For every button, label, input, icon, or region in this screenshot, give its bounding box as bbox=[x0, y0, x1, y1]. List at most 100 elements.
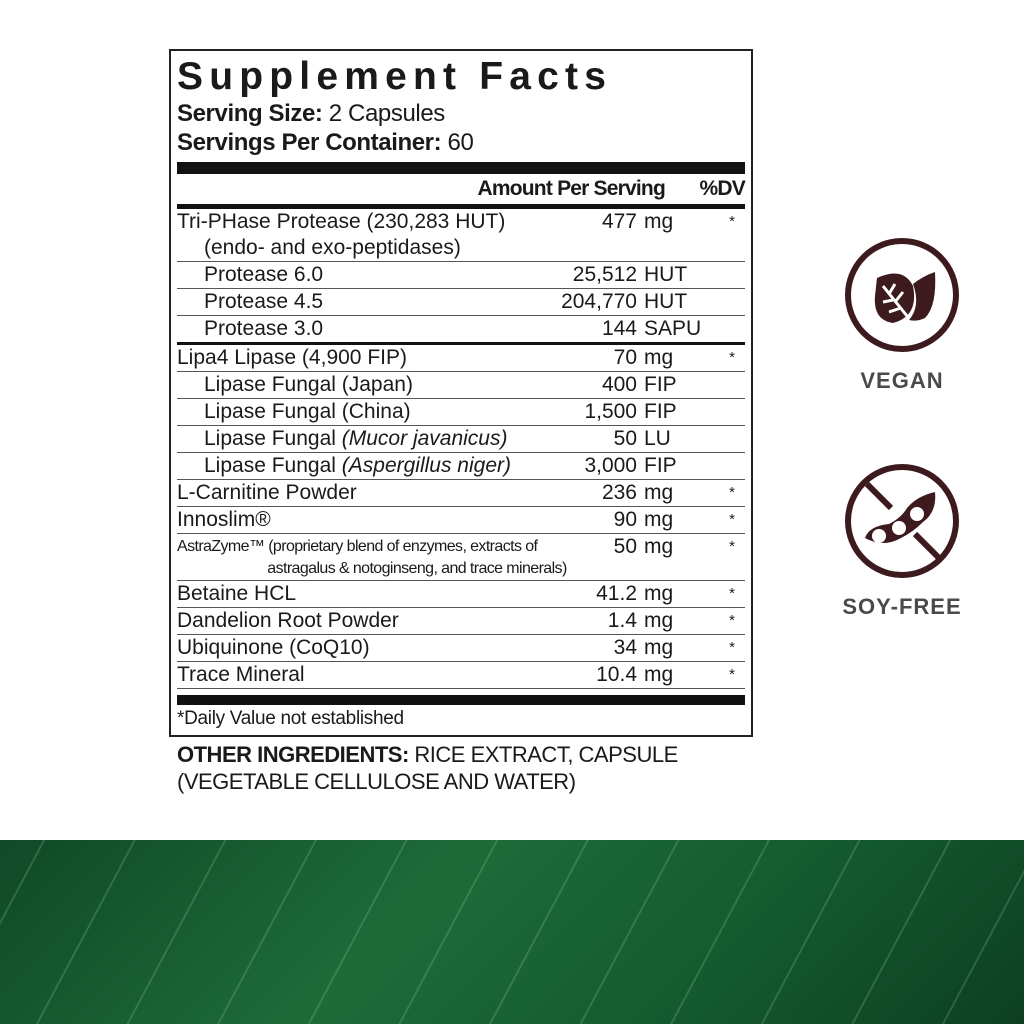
ingredient-row: Protease 4.5 204,770 HUT bbox=[177, 289, 745, 316]
ingredient-row: Lipase Fungal (Mucor javanicus) 50 LU bbox=[177, 426, 745, 453]
amount-unit: mg bbox=[644, 481, 674, 504]
amount-value: 70 bbox=[613, 346, 637, 369]
label-column: Supplement Facts Serving Size: 2 Capsule… bbox=[169, 49, 753, 795]
servings-per-container: Servings Per Container: 60 bbox=[177, 128, 745, 157]
ingredient-name-text: Dandelion Root Powder bbox=[177, 609, 399, 632]
daily-value: * bbox=[729, 538, 735, 555]
ingredient-name-text: Tri-PHase Protease (230,283 HUT) bbox=[177, 210, 506, 233]
ingredient-name: Betaine HCL bbox=[177, 581, 517, 607]
amount-value: 50 bbox=[613, 535, 637, 558]
leaf-texture-band bbox=[0, 840, 1024, 1024]
ingredient-name: Protease 4.5 bbox=[177, 289, 517, 315]
leaf-icon bbox=[845, 238, 959, 352]
badge-label: SOY-FREE bbox=[842, 594, 962, 619]
ingredient-name: Protease 6.0 bbox=[177, 262, 517, 288]
ingredient-row: Lipase Fungal (China) 1,500 FIP bbox=[177, 399, 745, 426]
ingredient-row: Betaine HCL 41.2 mg * bbox=[177, 581, 745, 608]
amount-value: 34 bbox=[613, 636, 637, 659]
divider-medium bbox=[177, 204, 745, 209]
badge-vegan: VEGAN bbox=[832, 236, 972, 394]
ingredient-row: L-Carnitine Powder 236 mg * bbox=[177, 480, 745, 507]
ingredient-name: Lipase Fungal (China) bbox=[177, 399, 517, 425]
amount-unit: mg bbox=[644, 346, 674, 369]
ingredient-name-text: Protease 6.0 bbox=[204, 263, 324, 286]
header-dv: %DV bbox=[699, 177, 746, 200]
amount-unit: HUT bbox=[644, 263, 688, 286]
amount-value: 477 bbox=[601, 210, 637, 233]
ingredient-rows: Tri-PHase Protease (230,283 HUT) (endo- a… bbox=[177, 209, 745, 689]
daily-value: * bbox=[729, 213, 735, 230]
footnote: *Daily Value not established bbox=[177, 708, 404, 729]
amount-value: 50 bbox=[613, 427, 637, 450]
badge-label: VEGAN bbox=[860, 368, 944, 393]
amount-unit: FIP bbox=[644, 373, 677, 396]
amount-unit: mg bbox=[644, 508, 674, 531]
supplement-facts-panel: Supplement Facts Serving Size: 2 Capsule… bbox=[169, 49, 753, 737]
daily-value: * bbox=[729, 585, 735, 602]
other-ingredients-label: OTHER INGREDIENTS: bbox=[177, 742, 409, 767]
amount-unit: mg bbox=[644, 535, 674, 558]
amount-value: 3,000 bbox=[584, 454, 637, 477]
ingredient-row: Protease 6.0 25,512 HUT bbox=[177, 262, 745, 289]
divider-thick bbox=[177, 162, 745, 174]
ingredient-name-text: Trace Mineral bbox=[177, 663, 305, 686]
ingredient-name: Innoslim® bbox=[177, 507, 517, 533]
ingredient-name-text: Lipase Fungal (China) bbox=[204, 400, 411, 423]
ingredient-subtext: (endo- and exo-peptidases) bbox=[204, 236, 461, 259]
serving-size-label: Serving Size: bbox=[177, 100, 323, 127]
ingredient-row: Innoslim® 90 mg * bbox=[177, 507, 745, 534]
ingredient-name-text: Innoslim® bbox=[177, 508, 271, 531]
ingredient-name-text: Lipase Fungal bbox=[204, 454, 342, 477]
amount-unit: FIP bbox=[644, 454, 677, 477]
ingredient-subtext: astragalus & notoginseng, and trace mine… bbox=[267, 560, 567, 577]
amount-value: 236 bbox=[601, 481, 637, 504]
ingredient-name: Tri-PHase Protease (230,283 HUT) (endo- a… bbox=[177, 209, 577, 261]
daily-value: * bbox=[729, 484, 735, 501]
amount-value: 10.4 bbox=[596, 663, 637, 686]
amount-unit: mg bbox=[644, 663, 674, 686]
ingredient-name: Lipase Fungal (Aspergillus niger) bbox=[177, 453, 517, 479]
amount-unit: HUT bbox=[644, 290, 688, 313]
daily-value: * bbox=[729, 639, 735, 656]
amount-value: 1,500 bbox=[584, 400, 637, 423]
panel-title: Supplement Facts bbox=[177, 55, 613, 98]
ingredient-name: Lipase Fungal (Japan) bbox=[177, 372, 517, 398]
ingredient-name-text: Ubiquinone (CoQ10) bbox=[177, 636, 370, 659]
ingredient-row: AstraZyme™ (proprietary blend of enzymes… bbox=[177, 534, 745, 581]
ingredient-row: Lipa4 Lipase (4,900 FIP) 70 mg * bbox=[177, 345, 745, 372]
amount-value: 41.2 bbox=[596, 582, 637, 605]
ingredient-name: Protease 3.0 bbox=[177, 316, 517, 342]
amount-unit: FIP bbox=[644, 400, 677, 423]
ingredient-species: (Aspergillus niger) bbox=[341, 454, 511, 477]
ingredient-row: Tri-PHase Protease (230,283 HUT) (endo- a… bbox=[177, 209, 745, 262]
ingredient-name: Dandelion Root Powder bbox=[177, 608, 517, 634]
servings-value: 60 bbox=[447, 129, 474, 156]
other-ingredients-text: RICE EXTRACT, CAPSULE (VEGETABLE CELLULO… bbox=[177, 742, 678, 794]
ingredient-name-text: Lipase Fungal (Japan) bbox=[204, 373, 413, 396]
ingredient-name: Trace Mineral bbox=[177, 662, 517, 688]
ingredient-name: Lipa4 Lipase (4,900 FIP) bbox=[177, 345, 517, 371]
servings-label: Servings Per Container: bbox=[177, 129, 442, 156]
ingredient-row: Ubiquinone (CoQ10) 34 mg * bbox=[177, 635, 745, 662]
serving-size-value: 2 Capsules bbox=[328, 100, 445, 127]
ingredient-name: Ubiquinone (CoQ10) bbox=[177, 635, 517, 661]
ingredient-name: L-Carnitine Powder bbox=[177, 480, 517, 506]
amount-unit: SAPU bbox=[644, 317, 702, 340]
daily-value: * bbox=[729, 666, 735, 683]
ingredient-row: Dandelion Root Powder 1.4 mg * bbox=[177, 608, 745, 635]
header-amount: Amount Per Serving bbox=[477, 177, 666, 200]
ingredient-row: Lipase Fungal (Japan) 400 FIP bbox=[177, 372, 745, 399]
ingredient-name-text: Lipa4 Lipase (4,900 FIP) bbox=[177, 346, 407, 369]
ingredient-row: Lipase Fungal (Aspergillus niger) 3,000 FI… bbox=[177, 453, 745, 480]
ingredient-row: Trace Mineral 10.4 mg * bbox=[177, 662, 745, 689]
amount-unit: mg bbox=[644, 210, 674, 233]
ingredient-name-text: L-Carnitine Powder bbox=[177, 481, 357, 504]
amount-value: 144 bbox=[601, 317, 637, 340]
daily-value: * bbox=[729, 511, 735, 528]
ingredient-name-text: Lipase Fungal bbox=[204, 427, 342, 450]
ingredient-row: Protease 3.0 144 SAPU bbox=[177, 316, 745, 345]
ingredient-name-text: Protease 4.5 bbox=[204, 290, 324, 313]
amount-value: 204,770 bbox=[561, 290, 637, 313]
divider-thick-bottom bbox=[177, 695, 745, 705]
no-soy-icon bbox=[845, 464, 959, 578]
